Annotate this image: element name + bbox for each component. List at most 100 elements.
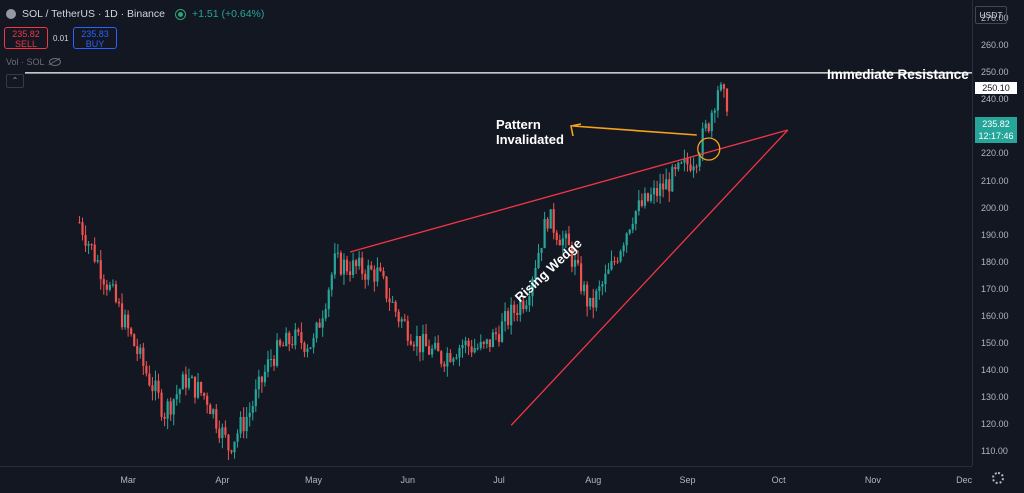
candle-up	[604, 273, 607, 285]
collapse-legend-button[interactable]: ⌃	[6, 74, 24, 88]
candle-up	[212, 409, 215, 415]
candle-up	[342, 259, 346, 275]
symbol-logo-icon	[6, 9, 16, 19]
currency-selector[interactable]: USDT	[975, 6, 1007, 24]
time-tick-label: Jul	[493, 475, 505, 485]
candle-down	[114, 284, 118, 302]
candle-up	[269, 358, 273, 360]
candle-up	[376, 267, 379, 282]
price-tick-label: 110.00	[981, 446, 1008, 457]
visibility-eye-icon[interactable]	[174, 8, 186, 20]
candle-down	[160, 392, 163, 417]
candle-down	[646, 193, 650, 201]
candle-down	[279, 340, 282, 346]
candle-up	[181, 374, 184, 390]
candle-down	[546, 218, 549, 229]
candle-down	[361, 257, 364, 274]
price-tick-label: 210.00	[981, 175, 1009, 186]
price-chart[interactable]	[0, 0, 972, 466]
candle-up	[710, 112, 713, 132]
last-price-tag: 235.82 12:17:46	[975, 117, 1017, 143]
candle-up	[531, 279, 534, 297]
candle-up	[309, 347, 312, 349]
candle-down	[424, 333, 428, 347]
candle-down	[291, 344, 294, 346]
candle-up	[564, 233, 567, 239]
candle-up	[628, 229, 631, 234]
candle-down	[373, 269, 376, 282]
price-tick-label: 130.00	[981, 392, 1009, 403]
candle-down	[497, 334, 501, 342]
candle-up	[108, 284, 111, 290]
pattern-annotation: Pattern Invalidated	[496, 117, 564, 147]
time-tick-label: Oct	[771, 475, 786, 485]
candle-up	[330, 274, 333, 290]
price-axis[interactable]: 270.00260.00250.00240.00230.00220.00210.…	[972, 0, 1024, 466]
last-price-value: 235.82	[982, 119, 1010, 129]
candle-down	[689, 164, 692, 171]
candle-up	[154, 380, 157, 392]
price-tick-label: 270.00	[981, 12, 1009, 23]
candle-down	[397, 311, 400, 322]
candle-up	[458, 348, 461, 358]
candle-up	[619, 251, 622, 262]
buy-label: BUY	[85, 39, 105, 49]
candle-up	[631, 223, 634, 230]
candle-down	[203, 392, 206, 396]
symbol-title[interactable]: SOL / TetherUS · 1D · Binance	[22, 8, 165, 20]
candle-down	[318, 322, 321, 328]
chart-area[interactable]	[0, 0, 972, 466]
hidden-eye-icon[interactable]	[48, 58, 61, 66]
candle-up	[500, 321, 504, 342]
wedge-upper-line	[349, 129, 788, 253]
settings-gear-icon[interactable]	[992, 472, 1004, 484]
candle-down	[218, 428, 221, 439]
candle-down	[90, 244, 93, 246]
candle-down	[370, 265, 373, 270]
candle-up	[315, 322, 318, 339]
candle-up	[610, 261, 613, 270]
spread-value: 0.01	[53, 34, 69, 43]
candle-down	[494, 332, 498, 335]
candle-down	[127, 314, 130, 329]
candle-up	[367, 265, 370, 280]
candle-down	[300, 332, 303, 344]
candle-up	[175, 394, 178, 400]
sell-button[interactable]: 235.82 SELL	[4, 27, 48, 49]
candle-up	[196, 382, 200, 398]
candle-up	[625, 233, 628, 246]
candle-up	[139, 347, 142, 354]
candle-down	[470, 346, 473, 353]
candle-up	[190, 376, 194, 379]
price-change: +1.51 (+0.64%)	[191, 8, 265, 20]
candle-down	[388, 298, 391, 303]
candle-up	[455, 357, 458, 359]
pattern-annotation-line2: Invalidated	[496, 132, 564, 147]
candle-up	[510, 304, 513, 326]
candle-up	[178, 389, 181, 395]
candle-down	[686, 158, 689, 165]
candle-down	[148, 373, 151, 386]
candle-down	[136, 346, 139, 354]
candle-up	[327, 289, 330, 310]
candle-up	[583, 284, 586, 292]
candle-up	[665, 179, 668, 190]
candle-up	[677, 162, 680, 170]
time-tick-label: Apr	[215, 475, 230, 485]
candle-down	[449, 352, 452, 362]
candle-up	[464, 340, 467, 346]
candle-down	[145, 365, 148, 374]
volume-label[interactable]: Vol · SOL	[6, 57, 45, 67]
candle-down	[385, 276, 388, 299]
time-axis[interactable]: MarAprMayJunJulAugSepOctNovDec2026	[0, 466, 972, 493]
candle-down	[84, 234, 87, 246]
candles-group	[78, 82, 729, 461]
annotation-arrowhead	[570, 123, 582, 137]
candle-down	[567, 233, 571, 246]
candle-down	[382, 270, 385, 277]
volume-legend: Vol · SOL	[6, 57, 61, 67]
price-tick-label: 190.00	[981, 229, 1009, 240]
candle-up	[333, 253, 336, 275]
buy-button[interactable]: 235.83 BUY	[73, 27, 117, 49]
candle-up	[692, 166, 695, 171]
